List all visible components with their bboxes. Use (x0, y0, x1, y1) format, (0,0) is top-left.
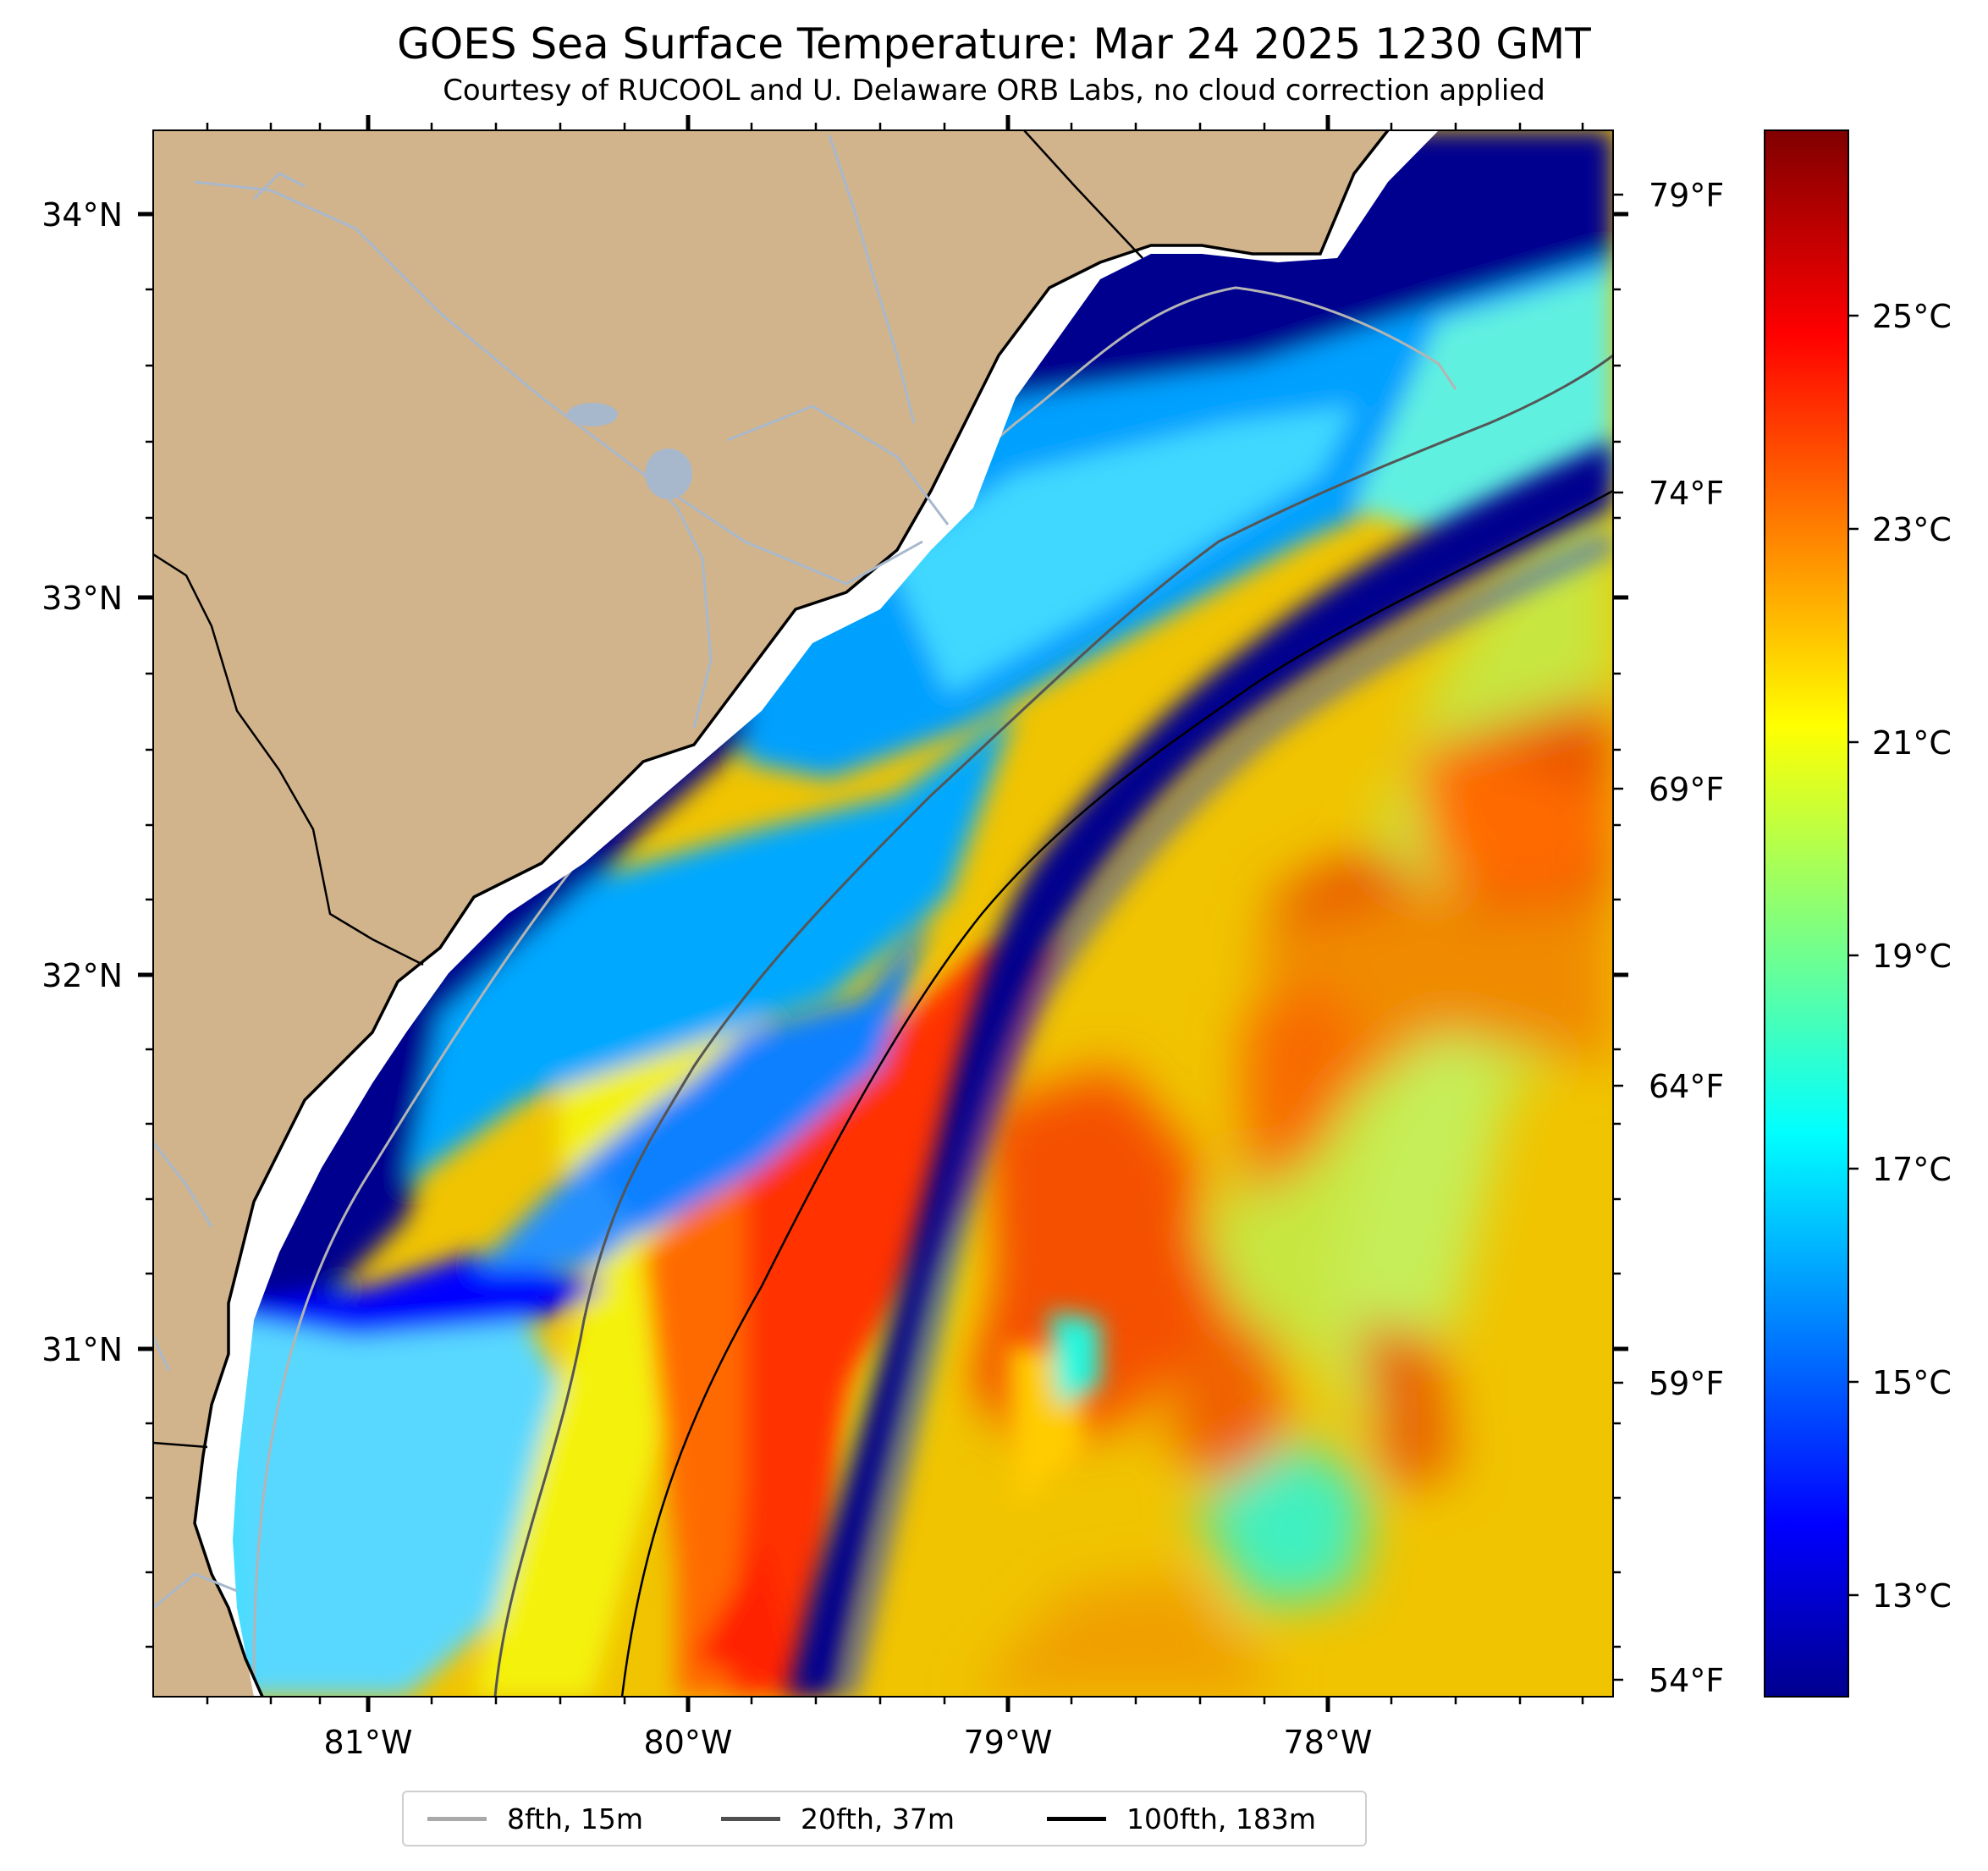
colorbar-label: 13°C (1872, 1577, 1952, 1615)
colorbar-label: 17°C (1872, 1151, 1952, 1188)
legend-item-100fth: 100fth, 183m (1047, 1792, 1316, 1845)
colorbar-label: 21°C (1872, 724, 1952, 762)
axis-ticks (138, 115, 1628, 1712)
fahrenheit-label: 64°F (1649, 1068, 1724, 1105)
lon-label: 80°W (644, 1724, 733, 1761)
legend-swatch (427, 1816, 487, 1821)
coastline (193, 130, 1390, 1697)
legend-swatch (1047, 1816, 1106, 1821)
fahrenheit-label: 59°F (1649, 1365, 1724, 1402)
fahrenheit-label: 54°F (1649, 1662, 1724, 1699)
colorbar-label: 15°C (1872, 1364, 1952, 1401)
lon-label: 78°W (1284, 1724, 1373, 1761)
page-title: GOES Sea Surface Temperature: Mar 24 202… (397, 19, 1591, 69)
fahrenheit-label: 74°F (1649, 475, 1724, 512)
lat-label: 32°N (41, 957, 123, 994)
lat-label: 33°N (41, 580, 123, 617)
latitude-labels: 34°N 33°N 32°N 31°N (41, 196, 123, 1368)
land-mass (153, 130, 1388, 1697)
fahrenheit-label: 69°F (1649, 771, 1724, 808)
state-boundary (1023, 130, 1143, 259)
legend-item-20fth: 20fth, 37m (721, 1792, 955, 1845)
colorbar-label: 25°C (1872, 298, 1952, 335)
isobath-legend: 8fth, 15m 20fth, 37m 100fth, 183m (402, 1791, 1367, 1846)
fahrenheit-labels: 79°F 74°F 69°F 64°F 59°F 54°F (1649, 177, 1724, 1699)
longitude-labels: 81°W 80°W 79°W 78°W (324, 1724, 1373, 1761)
rivers (153, 135, 950, 1610)
fahrenheit-label: 79°F (1649, 177, 1724, 214)
colorbar-label: 23°C (1872, 511, 1952, 548)
isobath-20fth (493, 354, 1613, 1697)
legend-label: 8fth, 15m (507, 1802, 644, 1835)
legend-item-8fth: 8fth, 15m (427, 1792, 643, 1845)
state-boundary (153, 1441, 208, 1449)
isobath-100fth (620, 489, 1613, 1697)
lon-label: 81°W (324, 1724, 413, 1761)
legend-label: 100fth, 183m (1126, 1802, 1316, 1835)
state-boundary (153, 553, 424, 966)
lat-label: 34°N (41, 196, 123, 234)
lon-label: 79°W (964, 1724, 1053, 1761)
map-frame (152, 129, 1614, 1698)
legend-label: 20fth, 37m (801, 1802, 955, 1835)
page-subtitle: Courtesy of RUCOOL and U. Delaware ORB L… (443, 74, 1545, 107)
colorbar: 25°C 23°C 21°C 19°C 17°C 15°C 13°C (1764, 129, 1952, 1698)
sst-field (153, 130, 1613, 1697)
lat-label: 31°N (41, 1331, 123, 1368)
colorbar-label: 19°C (1872, 938, 1952, 975)
legend-swatch (721, 1816, 780, 1821)
